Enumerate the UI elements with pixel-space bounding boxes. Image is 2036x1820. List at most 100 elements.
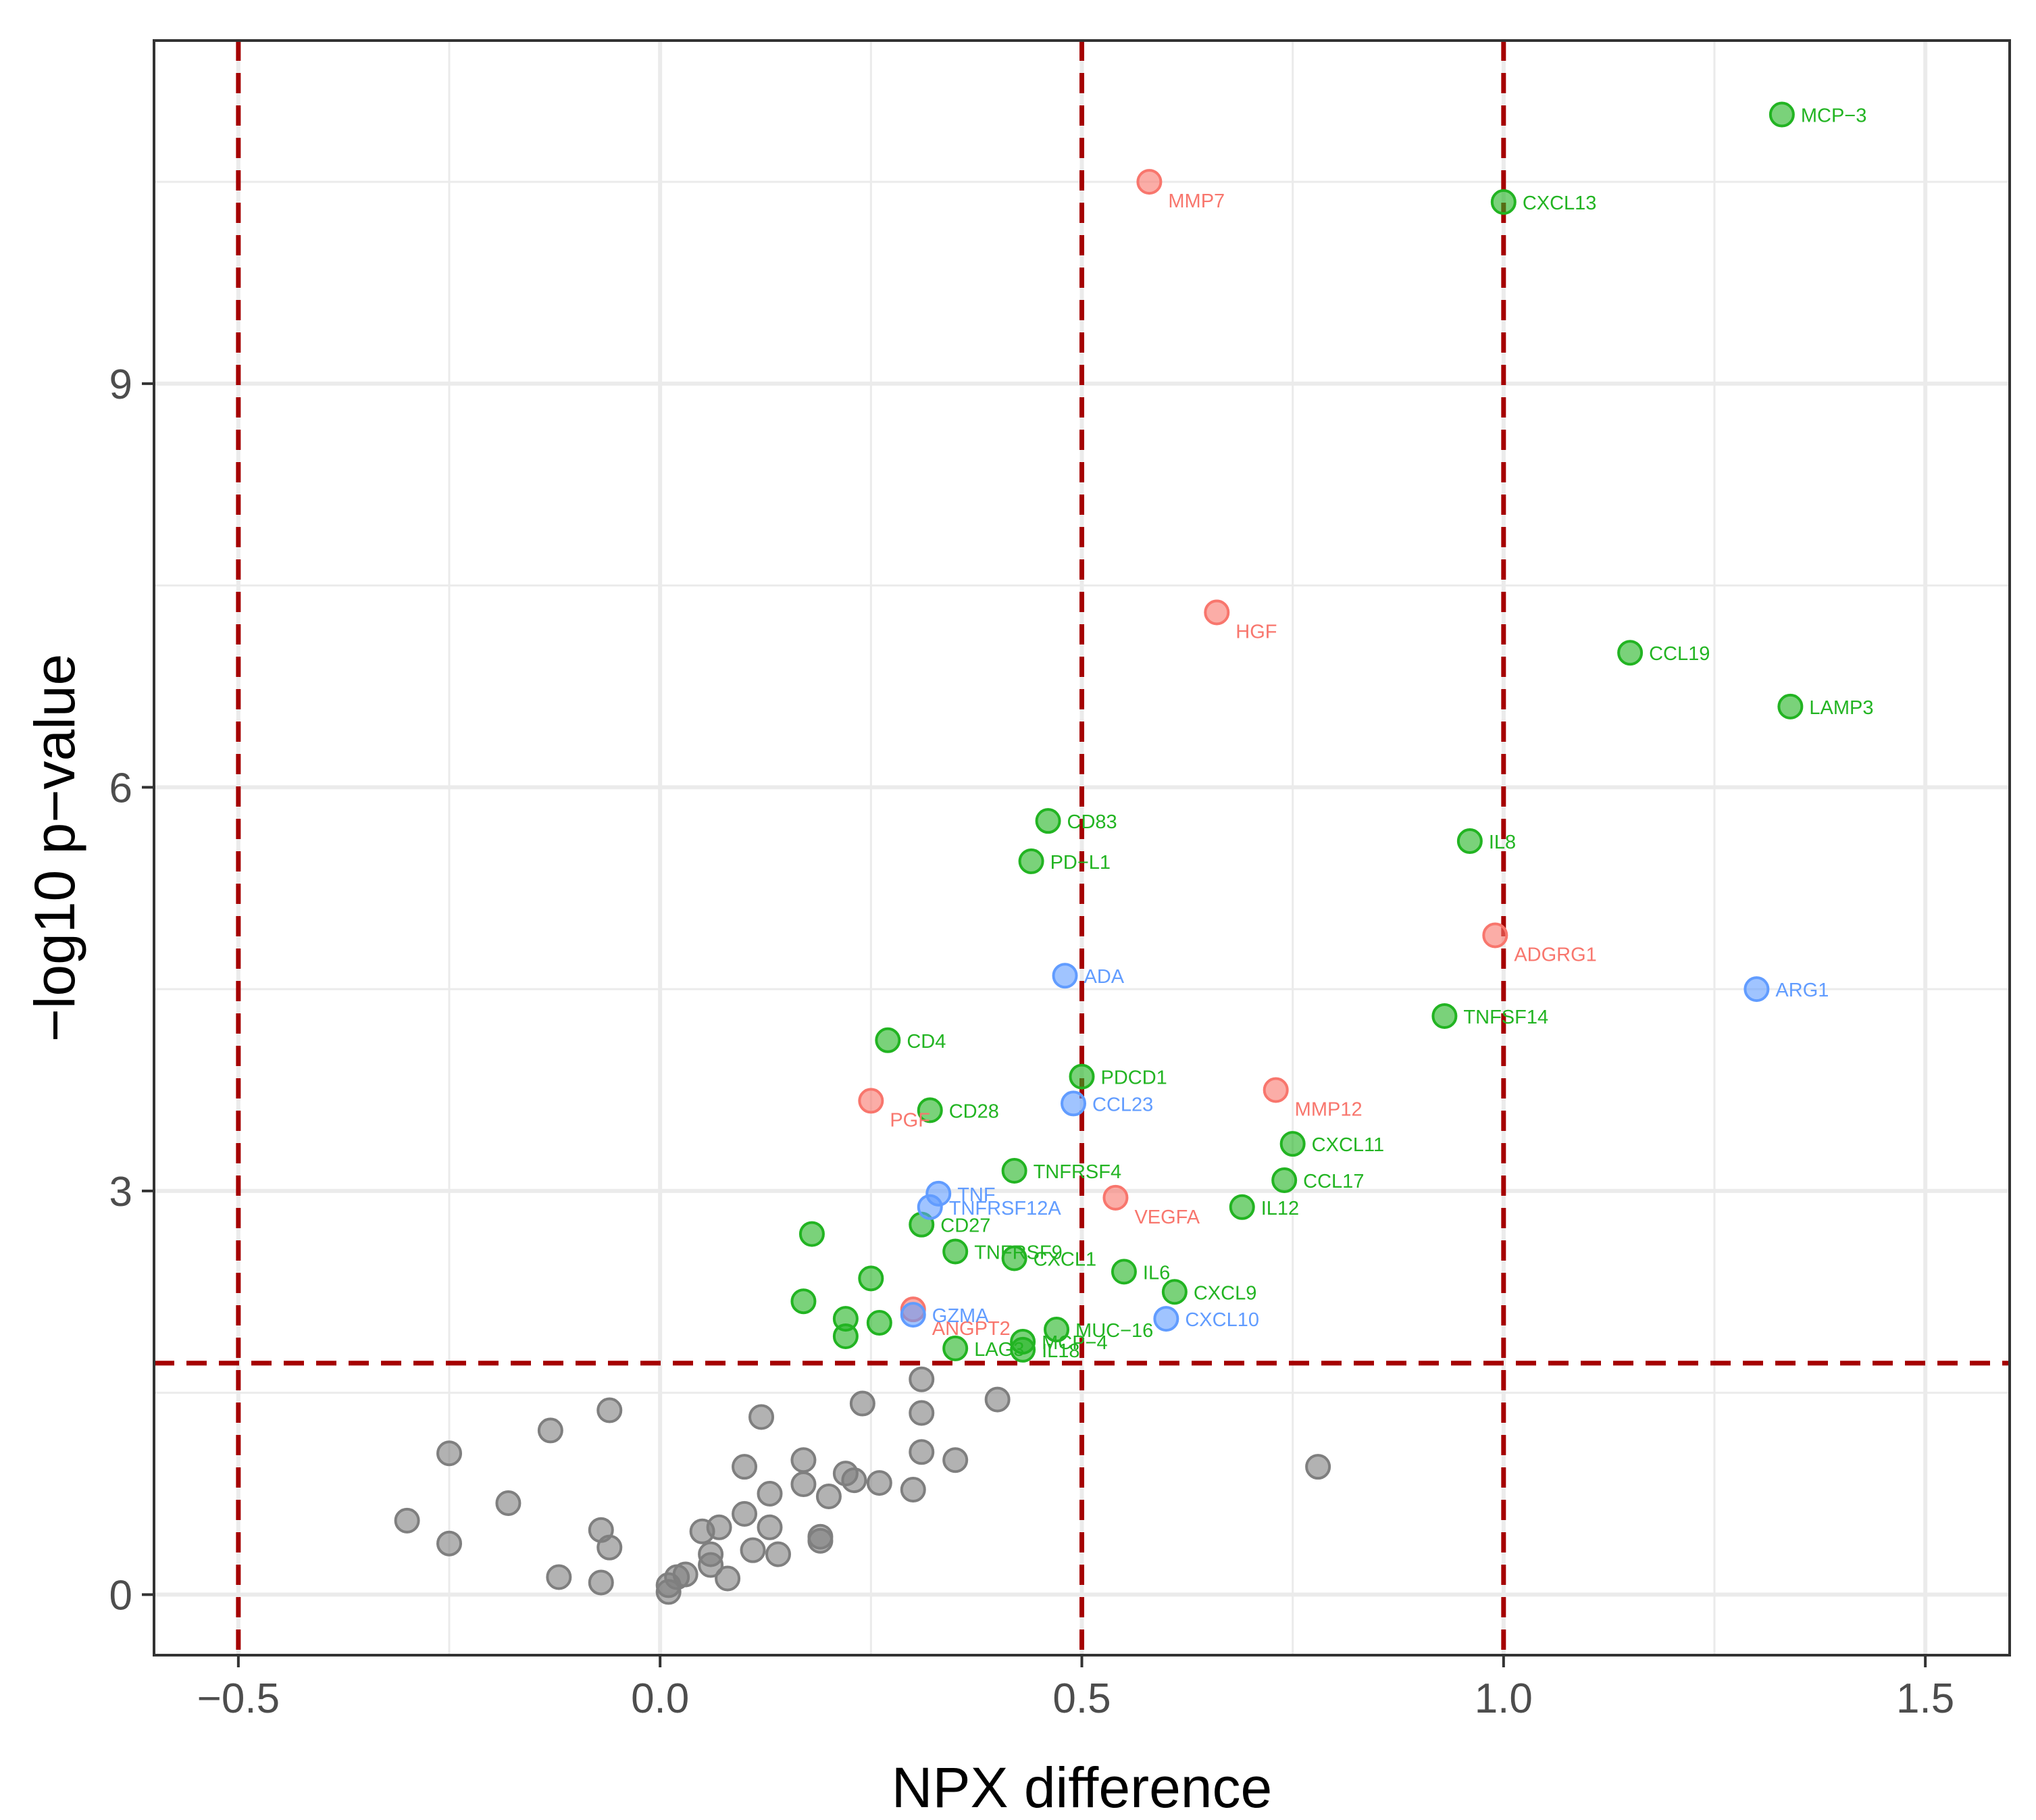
point-label-mcp-3: MCP−3: [1801, 105, 1867, 127]
grey-point: [732, 1500, 758, 1527]
point-tnfrsf4: [1001, 1158, 1027, 1184]
grey-point: [909, 1400, 935, 1426]
point-ccl23: [1061, 1090, 1087, 1117]
x-tick-label: −0.5: [197, 1675, 280, 1722]
grey-point: [394, 1507, 420, 1534]
x-tick-label: 0.5: [1052, 1675, 1111, 1722]
point-label-arg1: ARG1: [1775, 980, 1829, 1001]
point-gzma: [900, 1302, 926, 1328]
point-ada: [1052, 963, 1078, 989]
green-point: [858, 1265, 884, 1292]
threshold-lines: [154, 41, 2010, 1655]
point-label-cxcl11: CXCL11: [1312, 1134, 1384, 1156]
grey-point: [588, 1569, 614, 1596]
point-il8: [1456, 828, 1483, 855]
point-cd28: [917, 1097, 943, 1123]
green-point: [832, 1323, 859, 1349]
green-point: [866, 1310, 892, 1336]
point-label-ccl19: CCL19: [1649, 643, 1710, 665]
point-label-vegfa: VEGFA: [1134, 1207, 1200, 1228]
point-mcp-3: [1768, 101, 1795, 128]
grey-point: [807, 1523, 834, 1550]
x-tick-label: 1.5: [1896, 1675, 1954, 1722]
y-tick-label: 6: [109, 765, 132, 811]
point-pd-l1: [1018, 848, 1044, 874]
x-axis-title: NPX difference: [892, 1756, 1272, 1819]
grey-point: [537, 1417, 563, 1444]
point-label-il18: IL18: [1042, 1340, 1079, 1362]
grey-point: [596, 1534, 623, 1561]
grey-point: [900, 1477, 926, 1503]
grey-point: [495, 1490, 521, 1516]
grey-point: [790, 1471, 817, 1498]
point-label-cd27: CD27: [940, 1215, 990, 1237]
point-label-tnfrsf4: TNFRSF4: [1034, 1161, 1122, 1183]
point-label-tnfrsf9: TNFRSF9: [974, 1242, 1063, 1264]
point-il6: [1111, 1259, 1137, 1285]
point-label-cxcl1: CXCL1: [1034, 1248, 1097, 1270]
grey-point: [909, 1366, 935, 1392]
point-label-mcp-4: MCP−4: [1042, 1332, 1108, 1354]
grey-point: [740, 1537, 766, 1563]
y-axis-title: −log10 p−value: [23, 654, 86, 1042]
point-vegfa: [1102, 1184, 1129, 1211]
point-label-adgrg1: ADGRG1: [1514, 944, 1596, 965]
grey-point: [698, 1552, 724, 1578]
grey-point: [849, 1390, 875, 1417]
point-label-pdcd1: PDCD1: [1101, 1067, 1167, 1089]
point-label-tnf: TNF: [957, 1184, 995, 1206]
point-lamp3: [1777, 693, 1804, 719]
point-lag3: [942, 1335, 969, 1361]
point-label-ada: ADA: [1084, 966, 1125, 988]
grey-point: [715, 1565, 741, 1592]
point-tnfrsf9: [942, 1238, 969, 1265]
point-ccl17: [1271, 1167, 1298, 1193]
green-point: [790, 1288, 817, 1315]
x-tick-label: 1.0: [1475, 1675, 1533, 1722]
point-label-angpt2: ANGPT2: [932, 1318, 1011, 1340]
grey-point: [706, 1514, 732, 1540]
grey-point: [841, 1467, 867, 1494]
point-label-cxcl10: CXCL10: [1185, 1309, 1259, 1331]
point-label-lamp3: LAMP3: [1809, 697, 1873, 719]
point-label-lag3: LAG3: [974, 1339, 1024, 1361]
grey-point: [984, 1386, 1011, 1413]
point-cxcl9: [1161, 1279, 1188, 1305]
grey-point: [757, 1514, 783, 1540]
point-arg1: [1744, 976, 1770, 1003]
point-label-muc-16: MUC−16: [1075, 1320, 1153, 1342]
point-cxcl11: [1279, 1131, 1306, 1157]
point-label-tnfrsf12a: TNFRSF12A: [949, 1198, 1062, 1219]
point-adgrg1: [1482, 922, 1508, 949]
grey-point: [765, 1541, 791, 1567]
point-label-mmp7: MMP7: [1168, 191, 1225, 212]
point-label-cxcl9: CXCL9: [1194, 1282, 1257, 1304]
point-label-gzma: GZMA: [932, 1305, 989, 1327]
y-tick-label: 0: [109, 1572, 132, 1619]
point-muc-16: [1044, 1317, 1070, 1343]
point-mmp7: [1136, 169, 1163, 195]
point-label-cd4: CD4: [907, 1031, 946, 1053]
axes: −0.5 0.0 0.5 1.0 1.5 0 3 6 9: [109, 361, 1955, 1722]
point-label-cd83: CD83: [1067, 811, 1117, 833]
point-ccl19: [1617, 640, 1644, 666]
grey-point: [436, 1530, 463, 1557]
grey-point: [866, 1470, 892, 1496]
grey-point: [596, 1397, 623, 1423]
point-label-ccl17: CCL17: [1303, 1171, 1364, 1192]
point-mmp12: [1263, 1077, 1289, 1103]
point-pdcd1: [1069, 1063, 1095, 1090]
grey-point: [815, 1483, 842, 1509]
point-cxcl1: [1001, 1245, 1027, 1271]
point-label-ccl23: CCL23: [1092, 1094, 1153, 1115]
data-points: [394, 101, 1804, 1605]
point-label-il12: IL12: [1261, 1198, 1299, 1219]
y-tick-label: 3: [109, 1169, 132, 1215]
grey-point: [672, 1561, 698, 1588]
point-label-pgf: PGF: [890, 1109, 930, 1131]
point-label-pd-l1: PD−L1: [1050, 852, 1111, 874]
point-label-il6: IL6: [1143, 1262, 1170, 1284]
point-hgf: [1204, 599, 1230, 626]
